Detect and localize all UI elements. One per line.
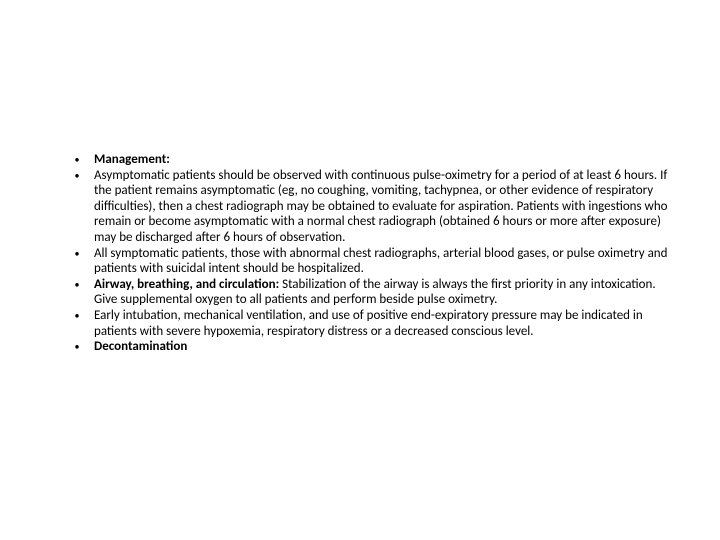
bullet-marker: • [60, 308, 94, 324]
bullet-text: Decontamination [94, 339, 674, 355]
text-run: Management: [94, 152, 170, 167]
text-run: Asymptomatic patients should be observed… [94, 168, 668, 245]
bullet-marker: • [60, 246, 94, 262]
bullet-item: •Decontamination [60, 339, 674, 355]
bullet-marker: • [60, 168, 94, 184]
bullet-marker: • [60, 277, 94, 293]
text-run: Early intubation, mechanical ventilation… [94, 308, 643, 339]
bullet-text: Asymptomatic patients should be observed… [94, 168, 674, 246]
bullet-text: Early intubation, mechanical ventilation… [94, 308, 674, 339]
bullet-item: •All symptomatic patients, those with ab… [60, 246, 674, 277]
bullet-item: •Asymptomatic patients should be observe… [60, 168, 674, 246]
bullet-item: •Management: [60, 152, 674, 168]
bullet-text: All symptomatic patients, those with abn… [94, 246, 674, 277]
bullet-marker: • [60, 152, 94, 168]
bullet-item: •Airway, breathing, and circulation: Sta… [60, 277, 674, 308]
slide: •Management:•Asymptomatic patients shoul… [0, 0, 720, 540]
text-run: Airway, breathing, and circulation: [94, 277, 279, 292]
bullet-text: Management: [94, 152, 674, 168]
text-run: Decontamination [94, 339, 187, 354]
bullet-text: Airway, breathing, and circulation: Stab… [94, 277, 674, 308]
text-run: All symptomatic patients, those with abn… [94, 246, 667, 277]
bullet-list: •Management:•Asymptomatic patients shoul… [60, 152, 674, 355]
bullet-marker: • [60, 339, 94, 355]
bullet-item: •Early intubation, mechanical ventilatio… [60, 308, 674, 339]
